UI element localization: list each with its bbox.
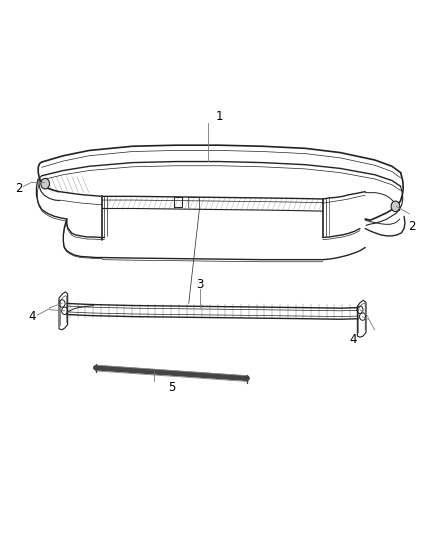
Text: 1: 1 (215, 110, 223, 123)
Circle shape (391, 201, 400, 212)
Text: 2: 2 (408, 221, 415, 233)
Circle shape (41, 179, 49, 189)
Text: 5: 5 (168, 381, 175, 394)
Text: 3: 3 (196, 278, 203, 292)
Text: 4: 4 (28, 310, 36, 323)
Text: 4: 4 (350, 333, 357, 346)
Text: 2: 2 (15, 182, 23, 195)
